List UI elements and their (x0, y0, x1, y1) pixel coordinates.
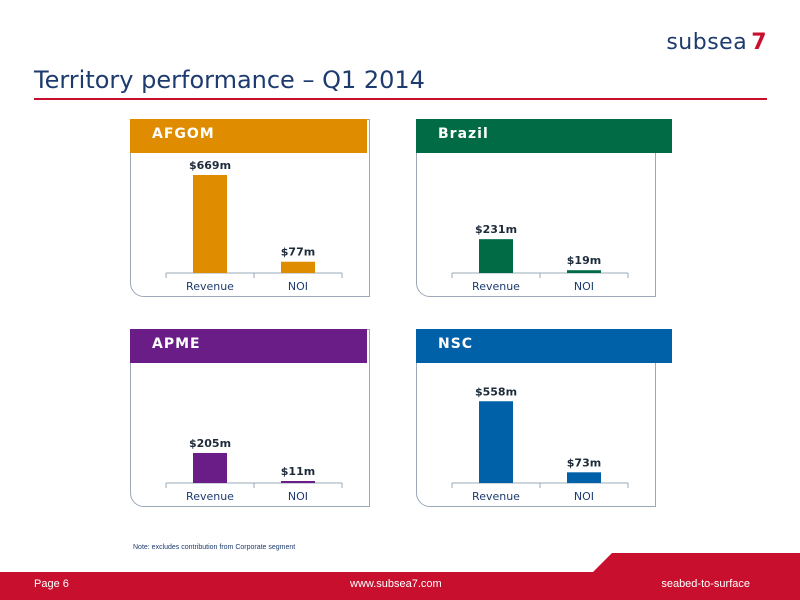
category-label: NOI (574, 280, 594, 293)
panel-apme: APME $205m Revenue $11m NOI (130, 329, 370, 507)
panel-title-apme: APME (130, 329, 367, 363)
page-number: Page 6 (34, 578, 69, 590)
chart-brazil: $231m Revenue $19m NOI (451, 223, 629, 293)
panel-title-nsc: NSC (416, 329, 672, 363)
category-label: Revenue (186, 280, 234, 293)
panel-brazil: Brazil $231m Revenue $19m NOI (416, 119, 672, 297)
data-label: $558m (475, 385, 517, 398)
panel-nsc: NSC $558m Revenue $73m NOI (416, 329, 672, 507)
bar-noi (567, 472, 601, 483)
category-label: Revenue (472, 490, 520, 503)
footer-url[interactable]: www.subsea7.com (350, 578, 442, 590)
bar-revenue (479, 401, 513, 483)
chart-apme: $205m Revenue $11m NOI (165, 437, 343, 503)
data-label: $19m (567, 254, 601, 267)
bar-revenue (479, 239, 513, 273)
panel-afgom: AFGOM $669m Revenue $77m NOI (130, 119, 370, 297)
panel-title-brazil: Brazil (416, 119, 672, 153)
chart-nsc: $558m Revenue $73m NOI (451, 385, 629, 503)
category-label: Revenue (472, 280, 520, 293)
category-label: NOI (288, 490, 308, 503)
footer-wedge (593, 553, 612, 572)
bar-revenue (193, 175, 227, 273)
data-label: $73m (567, 456, 601, 469)
footnote: Note: excludes contribution from Corpora… (133, 544, 296, 551)
data-label: $77m (281, 246, 315, 259)
title-rule (34, 98, 767, 100)
logo-number: 7 (751, 30, 767, 55)
footer-wedge-fill (612, 553, 800, 572)
footer-bar: Page 6 www.subsea7.com seabed-to-surface (0, 572, 800, 600)
data-label: $231m (475, 223, 517, 236)
data-label: $205m (189, 437, 231, 450)
page-title: Territory performance – Q1 2014 (34, 66, 425, 94)
bar-noi (281, 261, 315, 273)
subsea7-logo: subsea 7 (666, 30, 767, 55)
data-label: $11m (281, 465, 315, 478)
logo-word: subsea (666, 30, 748, 55)
category-label: NOI (288, 280, 308, 293)
category-label: NOI (574, 490, 594, 503)
bar-noi (567, 270, 601, 273)
data-label: $669m (189, 159, 231, 172)
footer-tagline: seabed-to-surface (661, 578, 750, 590)
bar-revenue (193, 452, 227, 483)
category-label: Revenue (186, 490, 234, 503)
bar-noi (281, 481, 315, 483)
chart-afgom: $669m Revenue $77m NOI (165, 159, 343, 293)
panel-title-afgom: AFGOM (130, 119, 367, 153)
